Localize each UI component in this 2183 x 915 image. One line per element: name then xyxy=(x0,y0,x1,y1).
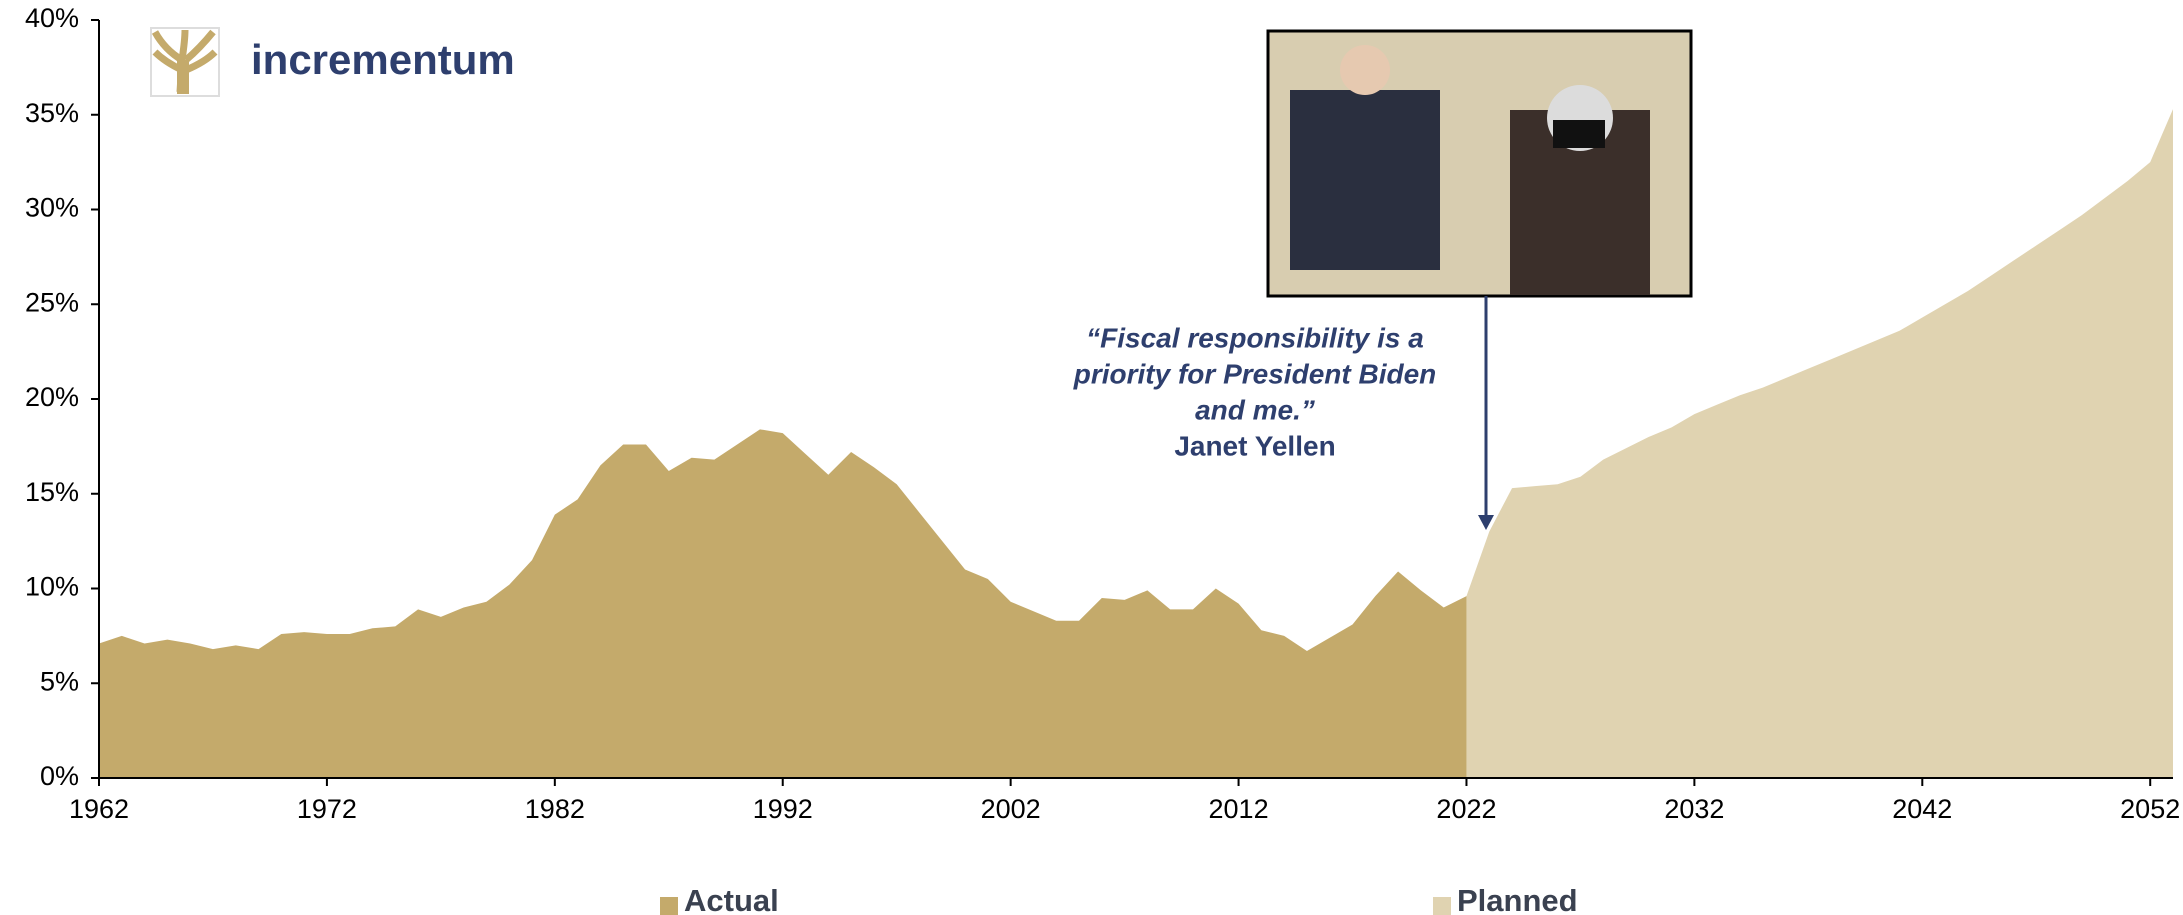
y-tick-label: 15% xyxy=(25,477,79,507)
x-tick-label: 1962 xyxy=(69,794,129,824)
y-tick-label: 35% xyxy=(25,98,79,128)
y-tick-label: 40% xyxy=(25,3,79,33)
y-tick-label: 20% xyxy=(25,382,79,412)
area xyxy=(1466,109,2173,778)
x-tick-label: 2002 xyxy=(981,794,1041,824)
x-tick-label: 2012 xyxy=(1209,794,1269,824)
plot xyxy=(98,20,2173,779)
x-tick-label: 1972 xyxy=(297,794,357,824)
logo: incrementum xyxy=(150,27,515,97)
area xyxy=(99,429,1467,778)
y-tick-label: 30% xyxy=(25,193,79,223)
x-tick-label: 2022 xyxy=(1436,794,1496,824)
legend-swatch xyxy=(660,897,678,915)
x-tick-label: 2032 xyxy=(1664,794,1724,824)
x-tick-label: 1992 xyxy=(753,794,813,824)
y-tick-label: 0% xyxy=(40,761,79,791)
quote-line: priority for President Biden xyxy=(1073,358,1437,389)
arrow-head xyxy=(1478,515,1494,530)
x-tick-label: 2052 xyxy=(2120,794,2180,824)
quote-line: “Fiscal responsibility is a xyxy=(1086,322,1424,353)
legend-swatch xyxy=(1433,897,1451,915)
x-tick-label: 1982 xyxy=(525,794,585,824)
x-tick-label: 2042 xyxy=(1892,794,1952,824)
y-tick-label: 10% xyxy=(25,572,79,602)
legend-label: Planned xyxy=(1457,883,1578,915)
y-tick-label: 25% xyxy=(25,287,79,317)
logo-text: incrementum xyxy=(251,36,515,83)
quote-author: Janet Yellen xyxy=(1174,430,1335,461)
photo xyxy=(1266,29,1693,298)
quote-line: and me.” xyxy=(1195,394,1315,425)
y-tick-label: 5% xyxy=(40,666,79,696)
legend-label: Actual xyxy=(684,883,779,915)
